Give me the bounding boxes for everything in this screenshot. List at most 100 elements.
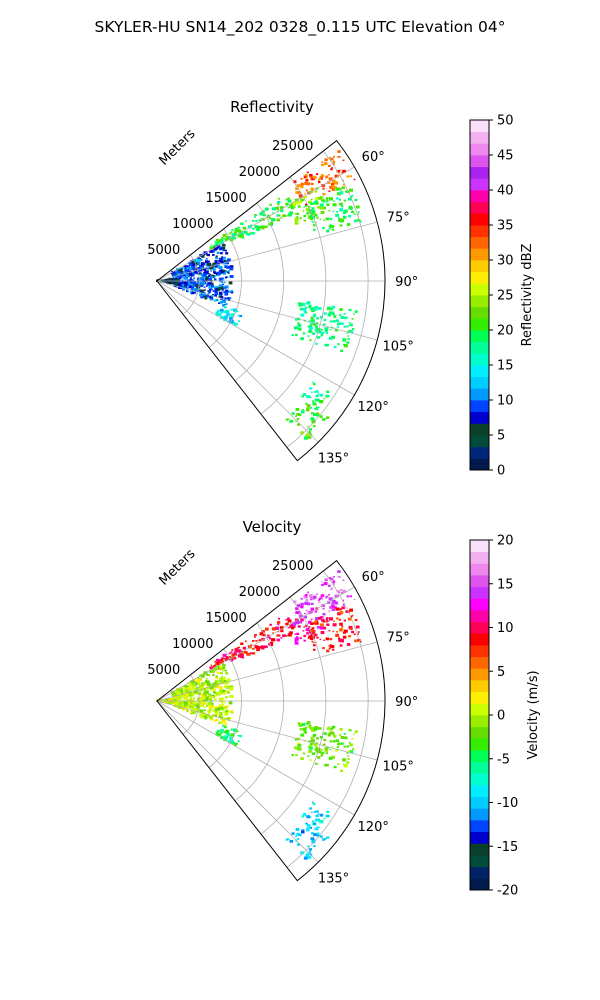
echo-gate	[288, 838, 290, 840]
echo-gate	[220, 728, 224, 732]
echo-gate	[331, 188, 335, 191]
echo-gate	[329, 605, 334, 609]
echo-gate	[331, 725, 336, 729]
echo-gate	[183, 269, 186, 271]
echo-gate	[200, 259, 203, 261]
echo-gate	[216, 263, 219, 266]
echo-gate	[349, 323, 353, 327]
echo-gate	[197, 256, 200, 259]
echo-gate	[220, 672, 223, 675]
colorbar-tick-label: 35	[497, 219, 514, 234]
echo-gate	[212, 670, 216, 673]
echo-gate	[214, 286, 217, 289]
echo-gate	[209, 718, 213, 721]
echo-gate	[204, 260, 209, 264]
colorbar-tick-label: 25	[497, 289, 514, 304]
echo-gate	[330, 225, 335, 229]
echo-gate	[202, 687, 207, 691]
echo-gate	[219, 706, 224, 710]
echo-gate	[310, 178, 312, 181]
echo-gate	[183, 281, 188, 285]
colorbar-segment	[470, 446, 489, 459]
echo-gate	[160, 699, 164, 702]
echo-gate	[313, 413, 317, 417]
echo-gate	[319, 400, 324, 404]
echo-gate	[291, 334, 294, 336]
echo-gate	[349, 595, 352, 598]
echo-gate	[277, 617, 280, 620]
echo-gate	[301, 395, 305, 398]
echo-gate	[195, 710, 198, 712]
echo-gate	[327, 620, 330, 622]
echo-gate	[310, 837, 315, 841]
echo-gate	[198, 697, 203, 701]
echo-gate	[304, 174, 308, 177]
echo-gate	[343, 619, 346, 622]
echo-gate	[310, 736, 314, 740]
echo-gate	[261, 647, 265, 650]
echo-gate	[308, 740, 312, 743]
range-tick-label: 15000	[205, 611, 246, 626]
echo-gate	[298, 324, 302, 327]
echo-gate	[312, 224, 316, 227]
colorbar-segment	[470, 855, 489, 868]
echo-gate	[319, 735, 323, 739]
echo-scatter-east	[291, 721, 358, 772]
echo-gate	[217, 313, 222, 316]
echo-gate	[353, 598, 356, 601]
echo-gate	[306, 407, 310, 410]
echo-gate	[196, 286, 199, 289]
echo-gate	[233, 651, 237, 654]
echo-gate	[217, 691, 222, 695]
range-ring	[234, 202, 285, 382]
echo-gate	[223, 657, 226, 660]
colorbar-segment	[470, 878, 489, 891]
echo-gate	[256, 228, 260, 232]
echo-gate	[347, 755, 350, 757]
colorbar-segment	[470, 400, 489, 413]
azimuth-tick-label: 75°	[387, 210, 410, 225]
echo-gate	[350, 616, 353, 618]
echo-gate	[294, 318, 298, 321]
echo-gate	[205, 696, 209, 700]
colorbar-segment	[470, 843, 489, 856]
echo-gate	[319, 203, 324, 207]
echo-gate	[255, 634, 257, 636]
echo-gate	[301, 302, 306, 306]
echo-gate	[178, 706, 182, 709]
echo-gate	[177, 702, 181, 705]
echo-gate	[327, 733, 331, 736]
echo-gate	[208, 709, 212, 711]
echo-gate	[311, 332, 316, 335]
colorbar-tick-label: 0	[497, 709, 505, 724]
echo-gate	[343, 344, 348, 348]
echo-gate	[195, 287, 199, 291]
echo-gate	[327, 584, 331, 587]
echo-gate	[317, 393, 320, 395]
echo-gate	[242, 657, 245, 659]
echo-gate	[200, 686, 203, 689]
echo-gate	[216, 241, 220, 243]
echo-gate	[198, 277, 203, 281]
echo-gate	[296, 636, 299, 638]
echo-gate	[354, 310, 358, 313]
echo-gate	[340, 742, 343, 745]
echo-gate	[354, 219, 358, 223]
echo-gate	[296, 838, 300, 840]
echo-gate	[326, 229, 330, 233]
echo-gate	[335, 607, 340, 611]
echo-gate	[200, 273, 204, 277]
colorbar-tick-label: 15	[497, 577, 514, 592]
echo-gate	[176, 698, 180, 702]
echo-gate	[216, 686, 219, 689]
echo-gate	[300, 185, 304, 189]
echo-gate	[318, 818, 320, 821]
echo-gate	[188, 272, 193, 276]
echo-gate	[341, 606, 345, 610]
echo-gate	[291, 832, 295, 835]
echo-gate	[310, 209, 314, 212]
echo-gate	[318, 598, 322, 600]
echo-gate	[357, 213, 359, 215]
echo-gate	[181, 280, 184, 283]
